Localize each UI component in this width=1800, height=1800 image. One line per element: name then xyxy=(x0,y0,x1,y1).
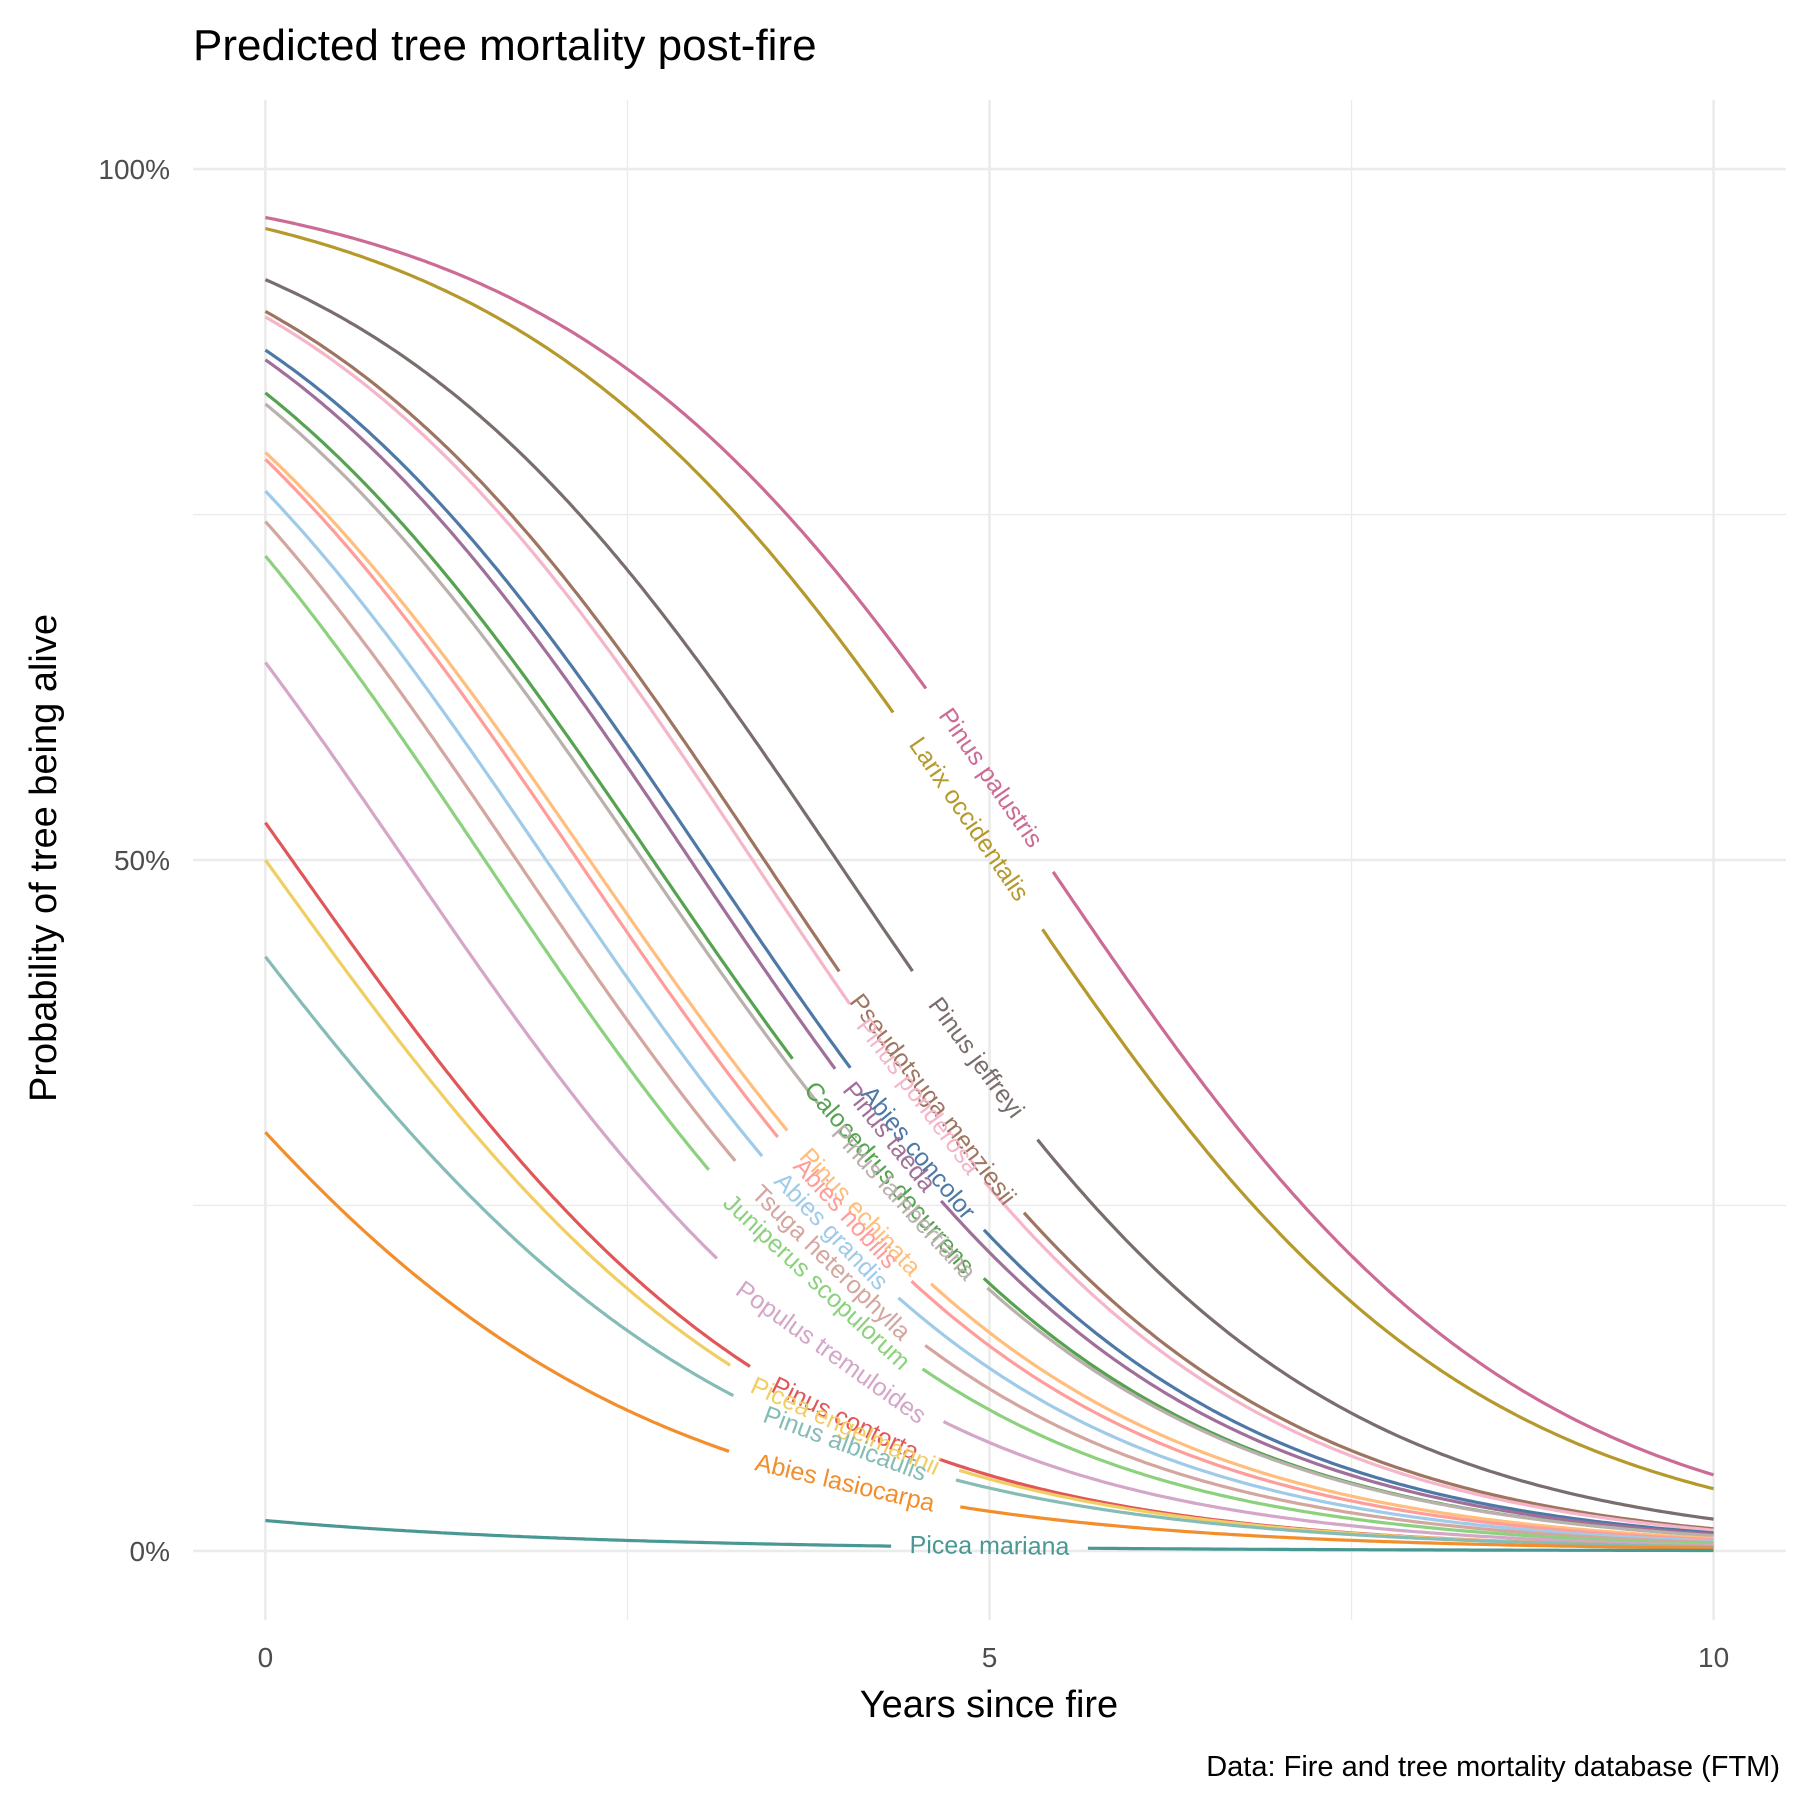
x-tick-label: 0 xyxy=(258,1642,274,1673)
series-line-pinus-lambertiana xyxy=(986,1286,1714,1538)
series-line-abies-concolor xyxy=(982,1228,1714,1535)
series-line-larix-occidentalis xyxy=(1041,928,1714,1491)
series-line-populus-tremuloides xyxy=(942,1420,1714,1547)
y-axis-title: Probability of tree being alive xyxy=(23,614,65,1102)
series-line-populus-tremuloides xyxy=(264,661,718,1260)
series-line-calocedrus-decurrens xyxy=(264,391,794,1060)
chart-caption: Data: Fire and tree mortality database (… xyxy=(1206,1751,1780,1783)
series-line-picea-mariana xyxy=(265,1518,892,1548)
series-line-pinus-jeffreyi xyxy=(264,278,914,972)
x-tick-label: 5 xyxy=(982,1642,998,1673)
series-line-pinus-palustris xyxy=(265,215,928,690)
series-line-pinus-albicaulis xyxy=(955,1478,1714,1549)
series-line-pinus-ponderosa xyxy=(264,315,852,1005)
series-line-abies-lasiocarpa xyxy=(264,1131,730,1453)
series-line-pinus-lambertiana xyxy=(264,402,820,1105)
series-line-abies-nobilis xyxy=(910,1280,1714,1542)
chart-title: Predicted tree mortality post-fire xyxy=(193,21,817,70)
y-tick-label: 0% xyxy=(130,1536,170,1567)
series-line-picea-mariana xyxy=(1087,1546,1714,1553)
series-line-juniperus-scopulorum xyxy=(921,1367,1714,1546)
series-line-pseudotsuga-menziesii xyxy=(264,310,841,973)
x-axis-title: Years since fire xyxy=(860,1684,1118,1726)
series-line-abies-grandis xyxy=(264,489,764,1158)
series-line-abies-grandis xyxy=(897,1296,1714,1543)
series-line-picea-engelmannii xyxy=(264,859,732,1367)
series-lines xyxy=(264,215,1715,1553)
y-tick-label: 50% xyxy=(114,845,170,876)
series-line-pinus-taeda xyxy=(264,358,837,1070)
y-axis-ticks: 0% 50% 100% xyxy=(98,154,170,1567)
series-line-pinus-contorta xyxy=(264,821,751,1368)
series-line-pinus-albicaulis xyxy=(264,955,735,1398)
x-tick-label: 10 xyxy=(1698,1642,1729,1673)
y-tick-label: 100% xyxy=(98,154,170,185)
series-line-abies-nobilis xyxy=(264,458,780,1139)
series-line-tsuga-heterophylla xyxy=(264,520,737,1162)
series-line-larix-occidentalis xyxy=(265,226,895,714)
series-line-pinus-palustris xyxy=(1051,870,1715,1477)
series-line-pinus-taeda xyxy=(939,1199,1714,1536)
series-line-tsuga-heterophylla xyxy=(924,1344,1714,1545)
series-line-abies-lasiocarpa xyxy=(960,1505,1714,1550)
series-line-pinus-echinata xyxy=(264,451,789,1132)
series-line-pseudotsuga-menziesii xyxy=(1022,1211,1714,1531)
series-line-pinus-echinata xyxy=(930,1282,1714,1541)
series-line-abies-concolor xyxy=(264,348,852,1069)
series-line-juniperus-scopulorum xyxy=(264,554,711,1171)
x-axis-ticks: 0 5 10 xyxy=(258,1642,1730,1673)
series-line-pinus-jeffreyi xyxy=(1036,1138,1714,1521)
series-line-pinus-ponderosa xyxy=(983,1180,1714,1532)
series-label-picea-mariana: Picea mariana xyxy=(909,1531,1069,1561)
